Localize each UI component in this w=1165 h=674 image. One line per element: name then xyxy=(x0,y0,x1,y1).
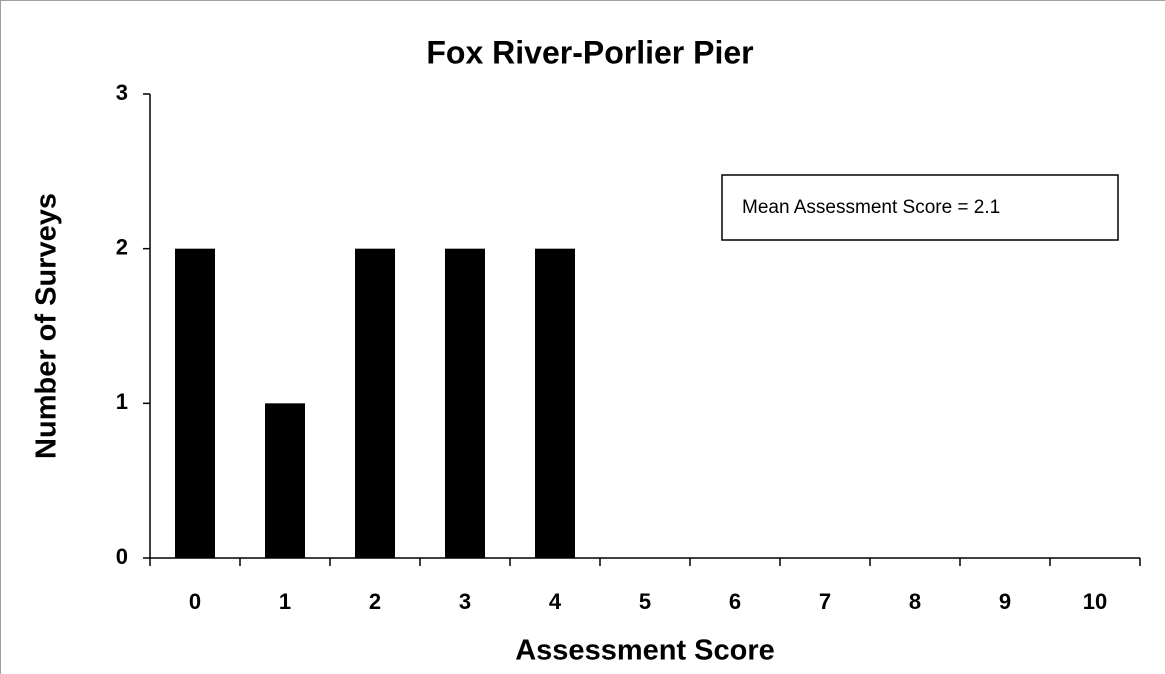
x-axis-label: Assessment Score xyxy=(515,635,775,667)
y-tick-label: 3 xyxy=(116,80,128,105)
annotation: Mean Assessment Score = 2.1 xyxy=(742,197,1000,218)
bar xyxy=(355,248,395,558)
chart-title: Fox River-Porlier Pier xyxy=(426,34,753,70)
y-tick-label: 1 xyxy=(116,389,128,414)
x-tick-label: 9 xyxy=(999,589,1011,614)
x-tick-label: 4 xyxy=(549,589,562,614)
x-tick-label: 7 xyxy=(819,589,831,614)
x-tick-label: 3 xyxy=(459,589,471,614)
x-tick-label: 8 xyxy=(909,589,921,614)
bar xyxy=(445,248,485,558)
y-tick-label: 0 xyxy=(116,544,128,569)
x-tick-label: 0 xyxy=(189,589,201,614)
x-tick-label: 10 xyxy=(1083,589,1107,614)
y-tick-label: 2 xyxy=(116,234,128,259)
x-tick-label: 2 xyxy=(369,589,381,614)
x-tick-label: 6 xyxy=(729,589,741,614)
annotation-box xyxy=(721,174,1119,241)
x-tick-label: 5 xyxy=(639,589,651,614)
bar xyxy=(535,248,575,558)
bar xyxy=(265,403,305,558)
bar xyxy=(175,248,215,558)
y-axis-label: Number of Surveys xyxy=(31,193,63,459)
x-tick-label: 1 xyxy=(279,589,291,614)
